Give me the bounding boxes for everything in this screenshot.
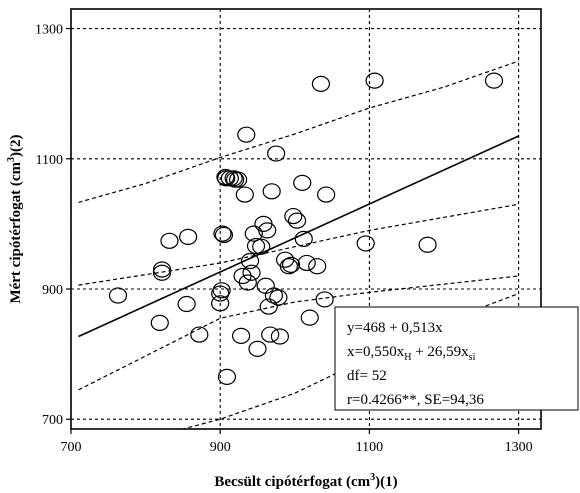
y-tick-label: 900 xyxy=(42,283,63,298)
data-point xyxy=(300,309,319,326)
data-point xyxy=(418,236,437,253)
data-point xyxy=(262,183,281,200)
annotation-x-formula: x=0,550xH + 26,59xsi xyxy=(347,344,476,363)
data-point xyxy=(484,72,504,89)
data-point xyxy=(235,186,254,203)
data-point xyxy=(256,277,275,294)
data-point xyxy=(248,340,267,358)
data-point xyxy=(356,235,375,252)
prediction-band-upper xyxy=(78,60,519,203)
data-point xyxy=(213,225,232,242)
y-tick-label: 1100 xyxy=(36,153,63,168)
data-point xyxy=(287,212,307,229)
data-point xyxy=(270,328,289,345)
regression-line-group xyxy=(78,135,519,338)
data-point xyxy=(261,326,280,343)
data-point xyxy=(311,75,331,92)
y-axis-title: Mért cipótérfogat (cm3)(2) xyxy=(6,134,24,303)
data-point xyxy=(279,258,298,275)
y-tick-label: 700 xyxy=(42,413,63,428)
data-point xyxy=(317,186,336,203)
data-point xyxy=(229,171,248,188)
axis-ticks: 700 900 1100 1300 700 900 1100 1300 xyxy=(35,23,533,455)
data-point xyxy=(217,170,236,187)
data-point xyxy=(308,258,327,275)
data-point xyxy=(258,222,277,239)
data-point xyxy=(252,238,271,255)
data-point xyxy=(160,232,179,249)
confidence-band-lower xyxy=(78,275,519,391)
data-point xyxy=(179,228,198,246)
data-point xyxy=(244,225,263,242)
data-point xyxy=(297,254,316,272)
data-point xyxy=(284,207,303,225)
data-point xyxy=(211,295,230,312)
data-points xyxy=(108,72,504,386)
data-point xyxy=(293,174,312,191)
data-point xyxy=(237,126,256,143)
data-point xyxy=(238,274,257,291)
x-tick-label: 700 xyxy=(61,440,82,455)
data-point xyxy=(152,264,172,281)
data-point xyxy=(190,326,209,343)
data-point xyxy=(246,237,266,255)
data-point xyxy=(267,145,286,162)
plot-frame xyxy=(70,8,542,430)
x-tick-label: 900 xyxy=(210,440,231,455)
data-point xyxy=(281,256,301,274)
data-point xyxy=(294,230,313,247)
annotation-equation: y=468 + 0,513x xyxy=(347,320,443,336)
y-tick-label: 1300 xyxy=(35,23,63,38)
annotation-r-se: r=0.4266**, SE=94,36 xyxy=(347,392,484,408)
data-point xyxy=(259,298,278,315)
data-point xyxy=(365,72,384,89)
data-point xyxy=(177,295,196,313)
data-point xyxy=(152,261,172,278)
annotation-df: df= 52 xyxy=(347,368,387,384)
data-point xyxy=(269,289,288,306)
data-point xyxy=(214,226,234,244)
data-point xyxy=(315,291,334,308)
data-point xyxy=(264,287,284,304)
x-tick-label: 1300 xyxy=(505,440,533,455)
regression-line xyxy=(78,135,519,338)
x-tick-label: 1100 xyxy=(356,440,383,455)
data-point xyxy=(217,368,237,386)
confidence-bands xyxy=(78,60,519,429)
confidence-band-upper xyxy=(78,203,519,286)
regression-annotation: y=468 + 0,513x x=0,550xH + 26,59xsi df= … xyxy=(334,306,579,411)
data-point xyxy=(231,327,251,344)
annotation-box xyxy=(334,306,579,411)
data-point xyxy=(108,287,128,304)
data-point xyxy=(242,264,261,281)
data-point xyxy=(212,282,231,299)
data-point xyxy=(150,314,169,331)
data-point xyxy=(240,252,260,270)
x-axis-title: Becsült cipótérfogat (cm3)(1) xyxy=(214,472,397,490)
